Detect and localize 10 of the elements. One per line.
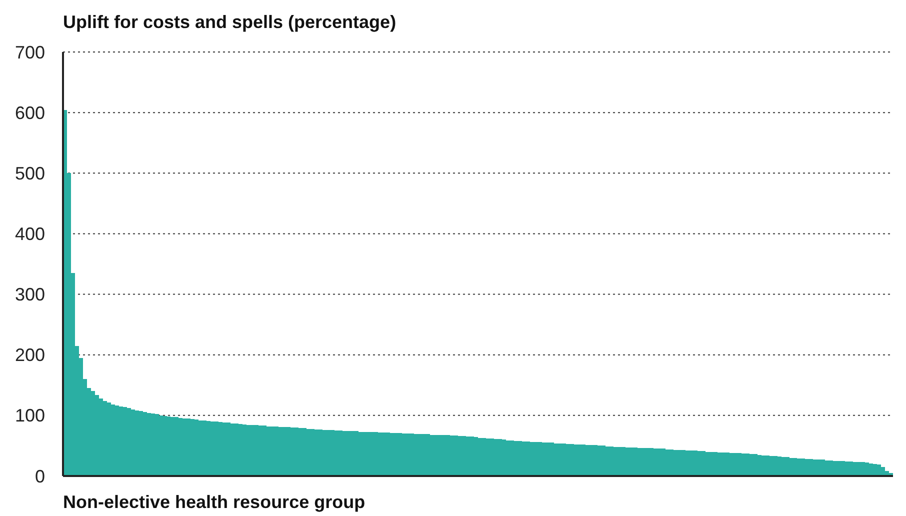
y-tick-label: 500 bbox=[14, 163, 45, 184]
y-tick-label: 600 bbox=[14, 102, 45, 123]
x-axis-title: Non-elective health resource group bbox=[63, 492, 366, 512]
y-tick-label: 300 bbox=[14, 284, 45, 305]
chart-title: Uplift for costs and spells (percentage) bbox=[63, 12, 396, 32]
y-tick-label: 400 bbox=[14, 224, 45, 244]
y-tick-label: 700 bbox=[14, 42, 45, 62]
y-tick-label: 0 bbox=[34, 466, 45, 486]
y-tick-label: 200 bbox=[14, 345, 45, 366]
y-tick-label: 100 bbox=[14, 406, 45, 426]
